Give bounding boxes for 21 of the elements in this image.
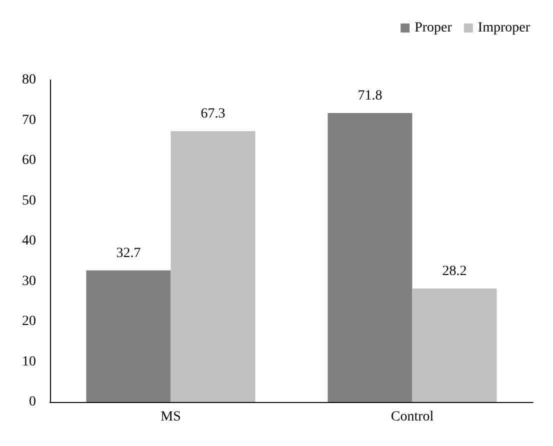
y-tick-label: 60: [22, 153, 36, 168]
legend-label: Proper: [414, 20, 452, 36]
y-tick-label: 70: [22, 112, 36, 128]
bar: [86, 270, 171, 402]
y-tick-label: 10: [22, 354, 36, 370]
data-label: 28.2: [442, 264, 467, 279]
y-tick-label: 40: [22, 234, 36, 248]
data-label: 32.7: [116, 246, 141, 261]
x-tick-label: MS: [160, 410, 181, 424]
data-label: 67.3: [200, 106, 226, 122]
y-tick-label: 80: [22, 72, 36, 88]
legend-label: Improper: [478, 20, 530, 36]
y-tick-label: 50: [22, 193, 36, 208]
data-label: 71.8: [358, 88, 382, 104]
x-tick-label: Control: [390, 410, 434, 424]
bar: [170, 131, 256, 402]
bar: [328, 113, 412, 402]
y-tick-label: 30: [22, 274, 36, 289]
y-tick-label: 20: [22, 314, 36, 329]
y-tick-label: 0: [29, 394, 36, 410]
bar: [412, 288, 497, 402]
